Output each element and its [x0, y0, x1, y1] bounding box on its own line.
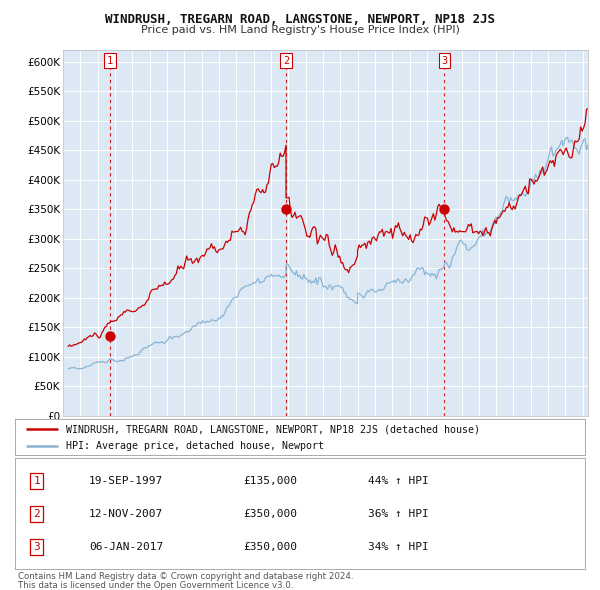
Text: Price paid vs. HM Land Registry's House Price Index (HPI): Price paid vs. HM Land Registry's House … — [140, 25, 460, 35]
Text: £350,000: £350,000 — [243, 542, 297, 552]
Text: HPI: Average price, detached house, Newport: HPI: Average price, detached house, Newp… — [66, 441, 325, 451]
Text: 3: 3 — [441, 55, 448, 65]
Text: 12-NOV-2007: 12-NOV-2007 — [89, 509, 163, 519]
Text: 2: 2 — [283, 55, 289, 65]
Text: 3: 3 — [33, 542, 40, 552]
Text: This data is licensed under the Open Government Licence v3.0.: This data is licensed under the Open Gov… — [18, 581, 293, 590]
Text: £135,000: £135,000 — [243, 476, 297, 486]
Text: 1: 1 — [107, 55, 113, 65]
Text: 19-SEP-1997: 19-SEP-1997 — [89, 476, 163, 486]
Text: WINDRUSH, TREGARN ROAD, LANGSTONE, NEWPORT, NP18 2JS: WINDRUSH, TREGARN ROAD, LANGSTONE, NEWPO… — [105, 13, 495, 26]
Text: 2: 2 — [33, 509, 40, 519]
Text: 1: 1 — [33, 476, 40, 486]
Text: £350,000: £350,000 — [243, 509, 297, 519]
Text: 06-JAN-2017: 06-JAN-2017 — [89, 542, 163, 552]
Text: WINDRUSH, TREGARN ROAD, LANGSTONE, NEWPORT, NP18 2JS (detached house): WINDRUSH, TREGARN ROAD, LANGSTONE, NEWPO… — [66, 424, 481, 434]
Text: Contains HM Land Registry data © Crown copyright and database right 2024.: Contains HM Land Registry data © Crown c… — [18, 572, 353, 581]
Text: 34% ↑ HPI: 34% ↑ HPI — [368, 542, 429, 552]
Text: 44% ↑ HPI: 44% ↑ HPI — [368, 476, 429, 486]
Text: 36% ↑ HPI: 36% ↑ HPI — [368, 509, 429, 519]
